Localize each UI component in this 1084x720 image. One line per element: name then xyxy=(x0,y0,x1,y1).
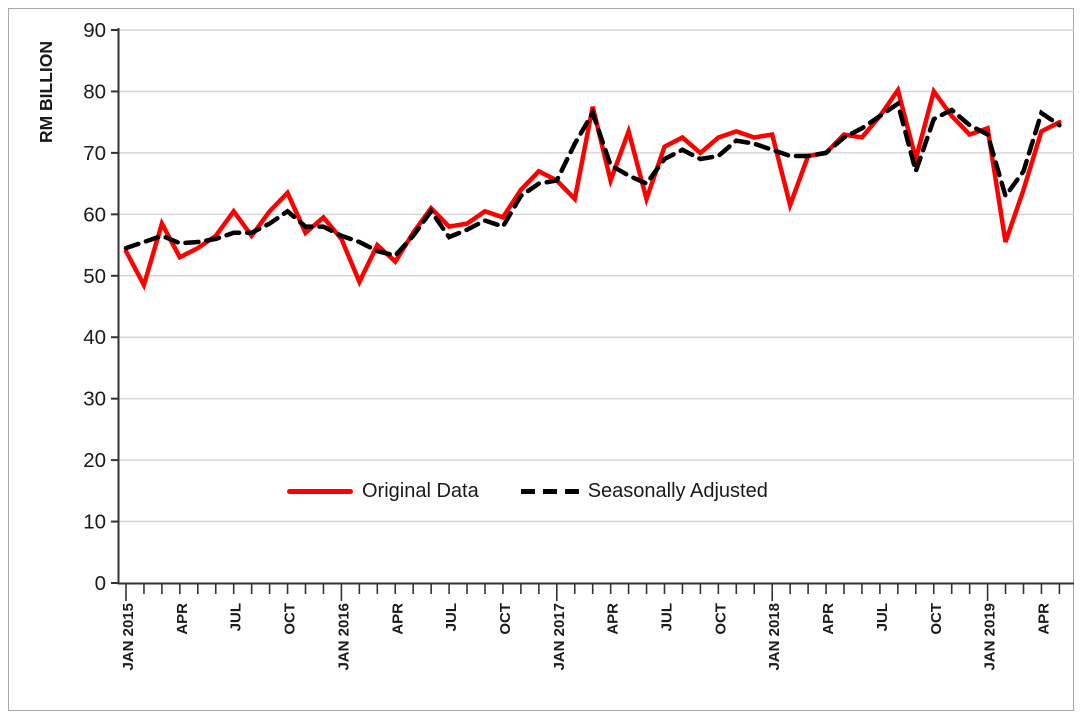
series-line-dashed xyxy=(123,100,1062,258)
y-tick-label-70: 70 xyxy=(83,142,106,165)
y-axis-title: RM BILLION xyxy=(36,41,56,143)
x-tick-label: JAN 2015 xyxy=(120,603,137,671)
y-tick-label-40: 40 xyxy=(83,326,106,349)
x-tick-label: OCT xyxy=(497,603,514,635)
chart-border xyxy=(8,8,1074,711)
x-tick-label: APR xyxy=(174,603,191,635)
x-tick-label: JAN 2018 xyxy=(766,603,783,671)
x-tick-label: OCT xyxy=(928,603,945,635)
y-tick-label-50: 50 xyxy=(83,265,106,288)
legend-label-original: Original Data xyxy=(362,479,479,502)
x-tick-label: JUL xyxy=(443,603,460,631)
y-tick-label-80: 80 xyxy=(83,80,106,103)
x-tick-label: APR xyxy=(820,603,837,635)
x-axis-ticks xyxy=(125,584,1061,601)
chart-legend: Original Data Seasonally Adjusted xyxy=(287,478,768,504)
x-tick-label: JAN 2019 xyxy=(982,603,999,671)
x-tick-label: APR xyxy=(1035,603,1052,635)
x-axis-labels: JAN 2015 APR JUL OCT JAN 2016 APR JUL OCT JAN 20… xyxy=(120,603,1052,671)
x-tick-label: APR xyxy=(389,603,406,635)
y-axis-labels: 0 10 20 30 40 50 60 70 80 90 xyxy=(83,19,106,595)
y-tick-label-10: 10 xyxy=(83,511,106,534)
x-tick-label: JUL xyxy=(874,603,891,631)
y-tick-label-30: 30 xyxy=(83,388,106,411)
y-tick-label-90: 90 xyxy=(83,19,106,42)
y-tick-label-0: 0 xyxy=(95,572,106,595)
x-tick-label: JAN 2016 xyxy=(335,603,352,671)
y-tick-label-20: 20 xyxy=(83,449,106,472)
y-axis-ticks xyxy=(111,29,118,584)
x-tick-label: OCT xyxy=(282,603,299,635)
data-series xyxy=(123,84,1062,291)
x-tick-label: JUL xyxy=(659,603,676,631)
x-tick-label: APR xyxy=(605,603,622,635)
x-tick-label: JUL xyxy=(228,603,245,631)
y-tick-label-60: 60 xyxy=(83,203,106,226)
x-tick-label: OCT xyxy=(712,603,729,635)
series-line-solid xyxy=(123,84,1062,291)
adjusted-line-swatch xyxy=(520,488,579,494)
legend-label-adjusted: Seasonally Adjusted xyxy=(587,479,768,502)
original-line-swatch xyxy=(287,488,353,494)
axes xyxy=(117,28,1074,585)
x-tick-label: JAN 2017 xyxy=(551,603,568,671)
